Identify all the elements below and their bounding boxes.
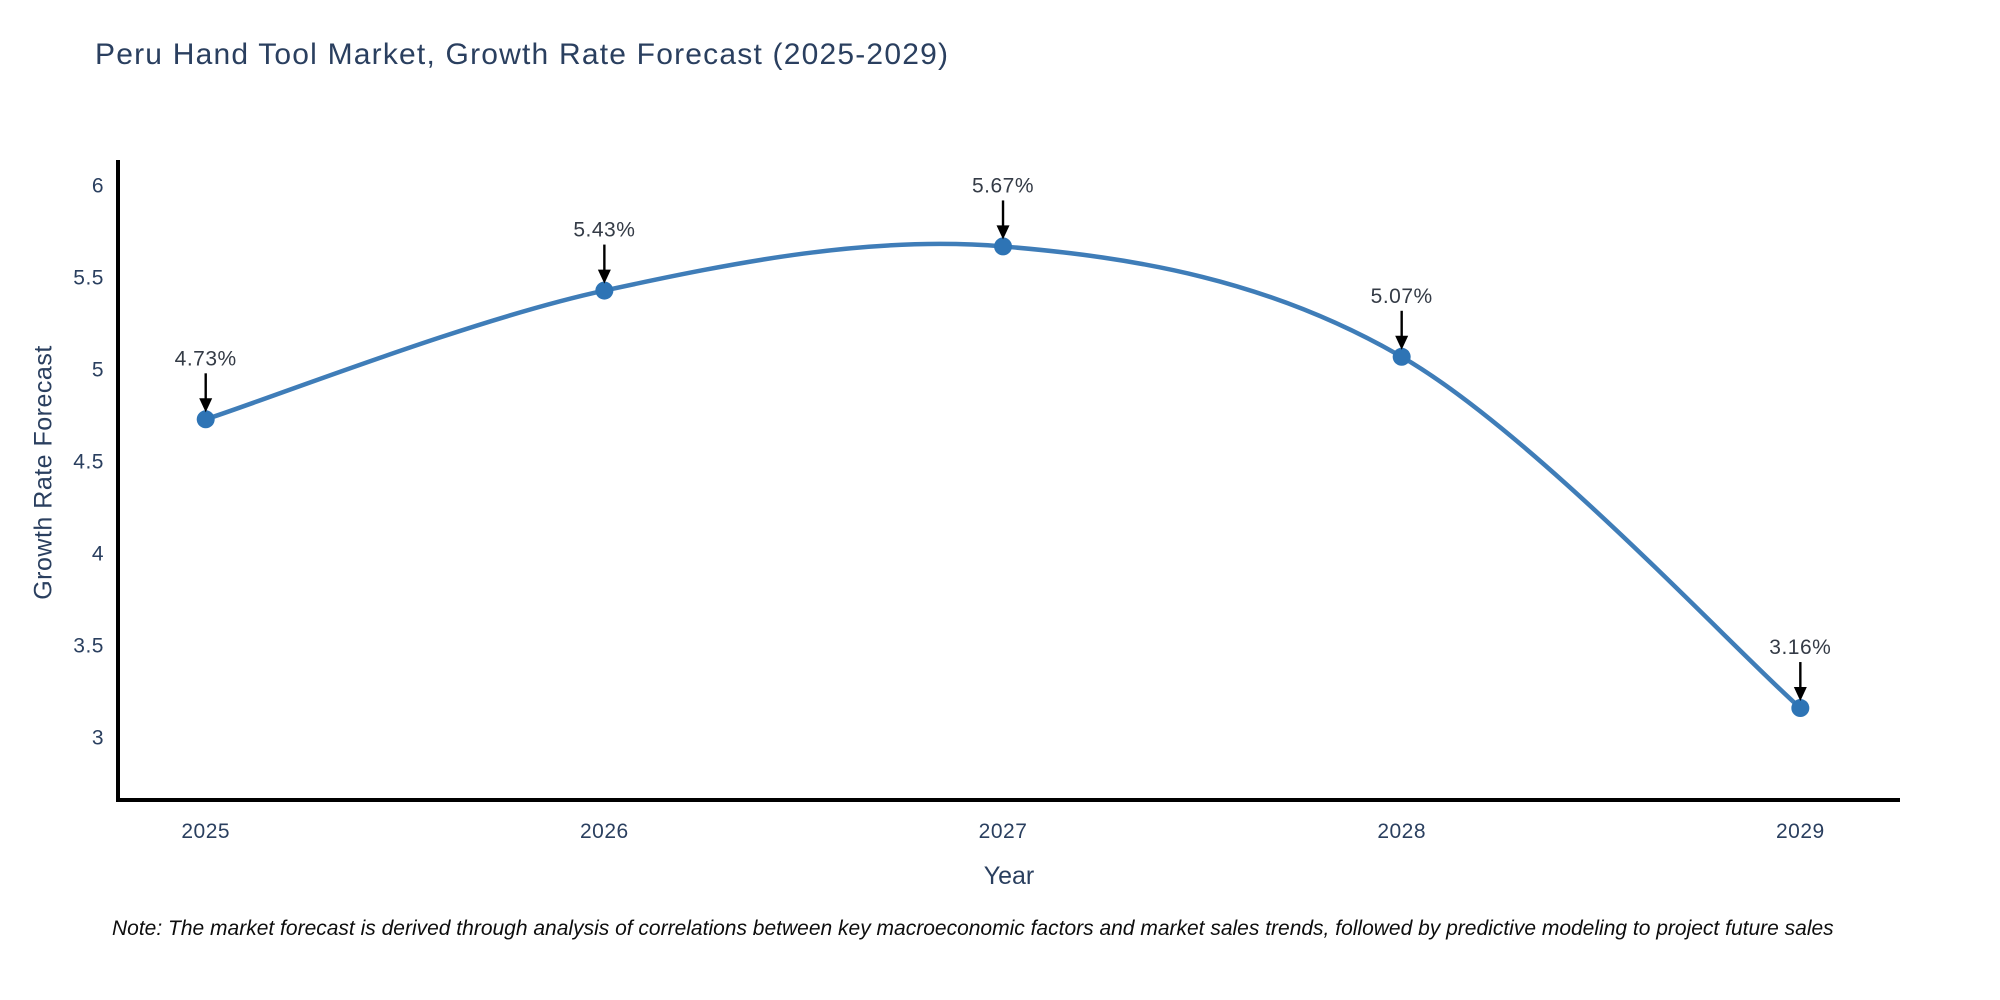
y-tick-label: 3 xyxy=(92,726,104,749)
y-tick-label: 5 xyxy=(92,359,104,382)
x-tick-label: 2029 xyxy=(1776,820,1825,843)
x-axis-title: Year xyxy=(983,862,1035,890)
point-value-label: 5.43% xyxy=(573,219,635,242)
point-value-label: 5.07% xyxy=(1371,285,1433,308)
annotation-arrowhead xyxy=(996,225,1010,240)
data-point-2027 xyxy=(994,237,1013,256)
annotation-arrowhead xyxy=(1793,687,1807,702)
data-point-2029 xyxy=(1791,699,1810,718)
y-tick-label: 6 xyxy=(92,175,104,198)
y-tick-label: 4.5 xyxy=(73,451,104,474)
x-tick-label: 2027 xyxy=(979,820,1028,843)
footnote: Note: The market forecast is derived thr… xyxy=(112,917,1834,940)
y-tick-label: 5.5 xyxy=(73,267,104,290)
annotation-arrowhead xyxy=(1395,335,1409,350)
x-tick-label: 2025 xyxy=(181,820,230,843)
series-line xyxy=(203,241,1803,711)
data-point-2026 xyxy=(595,281,614,300)
x-tick-label: 2028 xyxy=(1377,820,1426,843)
annotation-arrowhead xyxy=(597,269,611,284)
point-value-label: 3.16% xyxy=(1769,636,1831,659)
x-tick-label: 2026 xyxy=(580,820,629,843)
point-value-label: 4.73% xyxy=(175,347,237,370)
point-value-label: 5.67% xyxy=(972,174,1034,197)
data-point-2028 xyxy=(1392,347,1411,366)
chart-title: Peru Hand Tool Market, Growth Rate Forec… xyxy=(95,38,950,71)
y-axis-title: Growth Rate Forecast xyxy=(29,345,58,600)
y-tick-label: 4 xyxy=(92,543,104,566)
data-point-2025 xyxy=(196,410,215,429)
y-tick-label: 3.5 xyxy=(73,635,104,658)
annotation-arrowhead xyxy=(199,398,213,413)
